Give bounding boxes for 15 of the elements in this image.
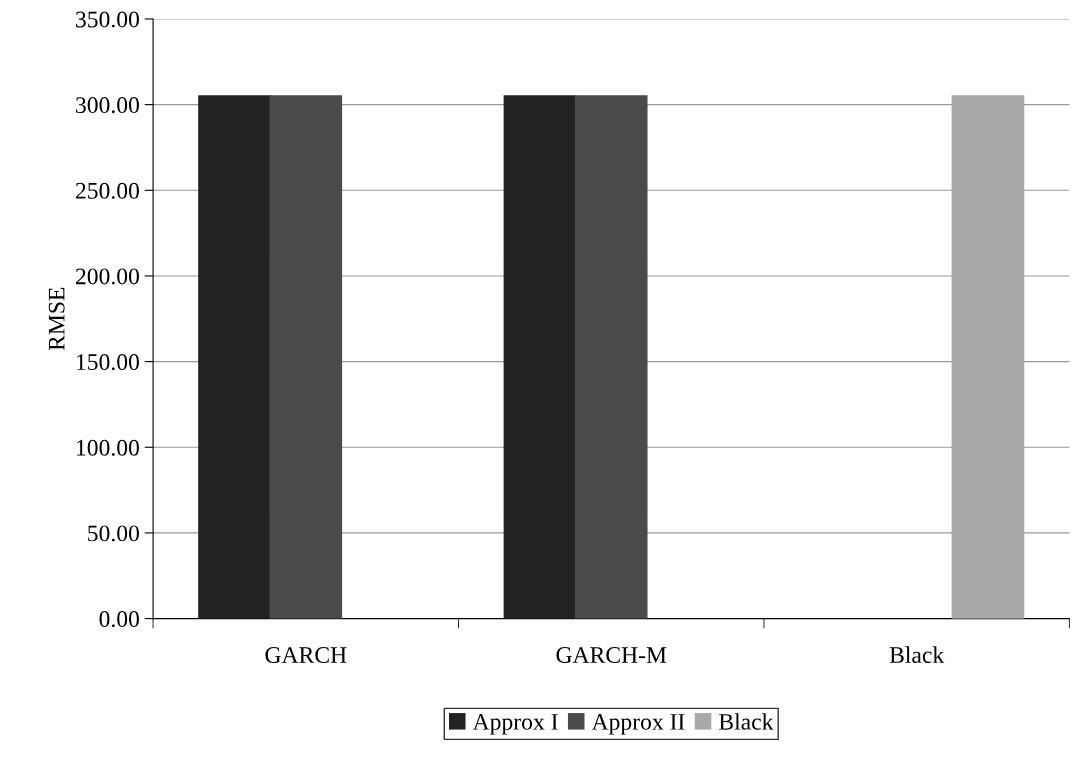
y-axis-title: RMSE xyxy=(48,287,65,351)
legend-label: Black xyxy=(719,713,774,730)
y-tick-label: 200.00 xyxy=(75,268,139,285)
y-tick-label: 100.00 xyxy=(77,439,139,456)
y-tick-label: 50.00 xyxy=(88,525,139,542)
legend-label: Approx I xyxy=(472,714,558,735)
legend-label: Approx II xyxy=(591,714,685,735)
y-tick-label: 0.00 xyxy=(99,611,139,628)
x-tick-label: GARCH xyxy=(265,647,347,663)
x-tick-label: GARCH-M xyxy=(556,647,667,663)
y-tick-label: 300.00 xyxy=(76,97,139,114)
x-tick-label: Black xyxy=(889,646,945,663)
y-tick-label: 150.00 xyxy=(77,354,139,371)
y-tick-label: 350.00 xyxy=(76,11,139,28)
y-tick-label: 250.00 xyxy=(75,182,139,199)
